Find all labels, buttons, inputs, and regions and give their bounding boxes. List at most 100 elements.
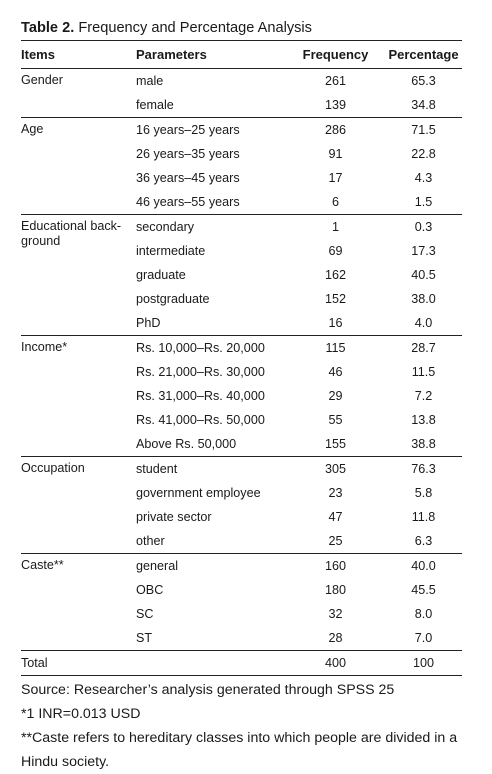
percentage-cell: 7.0 [385,626,462,651]
parameter-cell: other [136,529,286,554]
parameter-cell: intermediate [136,239,286,263]
percentage-cell: 0.3 [385,215,462,240]
percentage-cell: 4.0 [385,311,462,336]
item-label: Caste** [21,554,136,651]
table-figure: Table 2. Frequency and Percentage Analys… [21,18,462,774]
frequency-cell: 47 [286,505,385,529]
frequency-cell: 23 [286,481,385,505]
percentage-cell: 76.3 [385,457,462,482]
header-frequency: Frequency [286,41,385,69]
table-row: Educational back- ground secondary 1 0.3 [21,215,462,240]
parameter-cell: 36 years–45 years [136,166,286,190]
frequency-cell: 139 [286,93,385,118]
frequency-cell: 55 [286,408,385,432]
header-parameters: Parameters [136,41,286,69]
percentage-cell: 71.5 [385,118,462,143]
frequency-cell: 17 [286,166,385,190]
frequency-cell: 152 [286,287,385,311]
frequency-cell: 162 [286,263,385,287]
table-caption: Table 2. Frequency and Percentage Analys… [21,18,462,38]
parameter-cell: general [136,554,286,579]
total-percentage: 100 [385,651,462,676]
table-row: Gender male 261 65.3 [21,69,462,94]
frequency-cell: 115 [286,336,385,361]
parameter-cell: postgraduate [136,287,286,311]
frequency-cell: 28 [286,626,385,651]
header-row: Items Parameters Frequency Percentage [21,41,462,69]
caste-note: **Caste refers to hereditary classes int… [21,726,471,774]
parameter-cell: Rs. 41,000–Rs. 50,000 [136,408,286,432]
currency-note: *1 INR=0.013 USD [21,702,471,726]
parameter-cell: 46 years–55 years [136,190,286,215]
parameter-cell: SC [136,602,286,626]
percentage-cell: 22.8 [385,142,462,166]
table-row: Age 16 years–25 years 286 71.5 [21,118,462,143]
total-empty-cell [136,651,286,676]
parameter-cell: 16 years–25 years [136,118,286,143]
item-label: Educational back- ground [21,215,136,336]
parameter-cell: student [136,457,286,482]
table-row: Occupation student 305 76.3 [21,457,462,482]
frequency-table: Items Parameters Frequency Percentage Ge… [21,40,462,676]
parameter-cell: Rs. 21,000–Rs. 30,000 [136,360,286,384]
frequency-cell: 155 [286,432,385,457]
frequency-cell: 46 [286,360,385,384]
parameter-cell: graduate [136,263,286,287]
item-label: Income* [21,336,136,457]
parameter-cell: PhD [136,311,286,336]
parameter-cell: OBC [136,578,286,602]
percentage-cell: 5.8 [385,481,462,505]
parameter-cell: private sector [136,505,286,529]
percentage-cell: 8.0 [385,602,462,626]
frequency-cell: 6 [286,190,385,215]
frequency-cell: 160 [286,554,385,579]
frequency-cell: 1 [286,215,385,240]
table-body: Gender male 261 65.3 female 139 34.8 Age 16 year… [21,69,462,676]
parameter-cell: ST [136,626,286,651]
frequency-cell: 261 [286,69,385,94]
parameter-cell: secondary [136,215,286,240]
percentage-cell: 40.5 [385,263,462,287]
percentage-cell: 1.5 [385,190,462,215]
parameter-cell: male [136,69,286,94]
percentage-cell: 40.0 [385,554,462,579]
header-percentage: Percentage [385,41,462,69]
percentage-cell: 45.5 [385,578,462,602]
caption-text: Frequency and Percentage Analysis [74,20,312,36]
table-row: Caste** general 160 40.0 [21,554,462,579]
total-label: Total [21,651,136,676]
frequency-cell: 69 [286,239,385,263]
table-row: Income* Rs. 10,000–Rs. 20,000 115 28.7 [21,336,462,361]
percentage-cell: 28.7 [385,336,462,361]
total-frequency: 400 [286,651,385,676]
percentage-cell: 65.3 [385,69,462,94]
caption-label: Table 2. [21,20,74,36]
parameter-cell: government employee [136,481,286,505]
frequency-cell: 29 [286,384,385,408]
parameter-cell: Rs. 10,000–Rs. 20,000 [136,336,286,361]
frequency-cell: 286 [286,118,385,143]
frequency-cell: 25 [286,529,385,554]
frequency-cell: 180 [286,578,385,602]
percentage-cell: 6.3 [385,529,462,554]
parameter-cell: 26 years–35 years [136,142,286,166]
percentage-cell: 11.8 [385,505,462,529]
percentage-cell: 11.5 [385,360,462,384]
parameter-cell: female [136,93,286,118]
percentage-cell: 13.8 [385,408,462,432]
parameter-cell: Above Rs. 50,000 [136,432,286,457]
percentage-cell: 7.2 [385,384,462,408]
item-label: Occupation [21,457,136,554]
percentage-cell: 38.0 [385,287,462,311]
parameter-cell: Rs. 31,000–Rs. 40,000 [136,384,286,408]
source-note: Source: Researcher’s analysis generated … [21,678,471,702]
frequency-cell: 16 [286,311,385,336]
frequency-cell: 305 [286,457,385,482]
total-row: Total 400 100 [21,651,462,676]
frequency-cell: 32 [286,602,385,626]
header-items: Items [21,41,136,69]
percentage-cell: 4.3 [385,166,462,190]
percentage-cell: 34.8 [385,93,462,118]
percentage-cell: 38.8 [385,432,462,457]
item-label: Age [21,118,136,215]
